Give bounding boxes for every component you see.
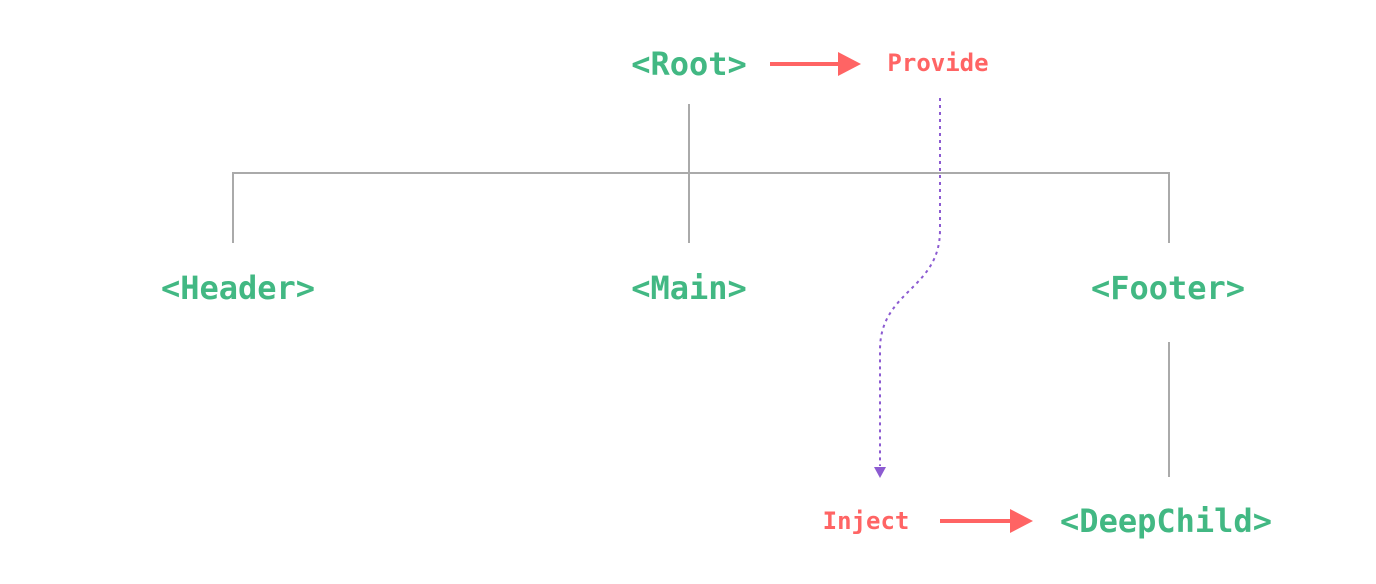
inject-arrow: [940, 509, 1033, 533]
provide-arrow: [770, 52, 861, 76]
tree-lines: [232, 104, 1170, 477]
node-root: <Root>: [631, 45, 747, 83]
label-provide: Provide: [887, 49, 988, 77]
node-main: <Main>: [631, 269, 747, 307]
node-deep-child: <DeepChild>: [1060, 502, 1272, 540]
node-header: <Header>: [161, 269, 315, 307]
injection-path: [874, 98, 941, 478]
label-inject: Inject: [823, 507, 910, 535]
node-footer: <Footer>: [1091, 269, 1245, 307]
